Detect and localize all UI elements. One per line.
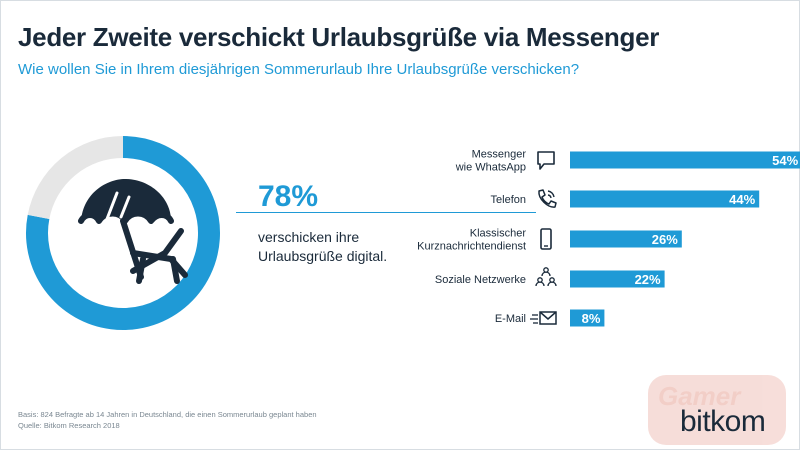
social-network-icon (535, 267, 557, 287)
highlight-text: verschicken ihre Urlaubsgrüße digital. (258, 229, 388, 264)
category-label: Soziale Netzwerke (435, 274, 526, 286)
bar-0 (570, 151, 800, 169)
bar-value-label: 54% (772, 153, 798, 168)
phone-icon (538, 189, 557, 208)
category-label: Telefon (491, 194, 526, 206)
bar-3 (570, 270, 665, 288)
bar-2 (570, 230, 682, 248)
donut-slice-remainder (27, 136, 124, 220)
category-label: wie WhatsApp (455, 162, 526, 174)
bar-value-label: 44% (729, 192, 755, 207)
category-label: Klassischer (470, 228, 527, 240)
category-label: Kurznachrichtendienst (417, 241, 526, 253)
bar-value-label: 8% (582, 311, 601, 326)
envelope-icon (530, 311, 557, 325)
donut-chart (26, 136, 220, 330)
mobile-phone-icon (540, 228, 552, 250)
bar-value-label: 26% (652, 232, 678, 247)
bitkom-logo: bitkom (680, 405, 766, 438)
footnote: Basis: 824 Befragte ab 14 Jahren in Deut… (18, 409, 317, 431)
connector-line (236, 212, 536, 213)
footnote-basis: Basis: 824 Befragte ab 14 Jahren in Deut… (18, 410, 317, 419)
footnote-source: Quelle: Bitkom Research 2018 (18, 421, 120, 430)
category-label: Messenger (472, 149, 527, 161)
chart-title: Jeder Zweite verschickt Urlaubsgrüße via… (18, 22, 660, 52)
chart-subtitle: Wie wollen Sie in Ihrem diesjährigen Som… (18, 61, 580, 78)
chat-bubble-icon (537, 151, 555, 170)
category-label: E-Mail (495, 313, 526, 325)
bar-value-label: 22% (635, 272, 661, 287)
beach-umbrella-deckchair-icon (78, 179, 188, 284)
watermark-badge: Gamer (648, 375, 786, 445)
donut-slice-digital (26, 136, 220, 330)
highlight-value: 78% (258, 180, 319, 213)
bar-4 (570, 309, 605, 327)
watermark-text: Gamer (658, 381, 741, 411)
bar-1 (570, 190, 760, 208)
